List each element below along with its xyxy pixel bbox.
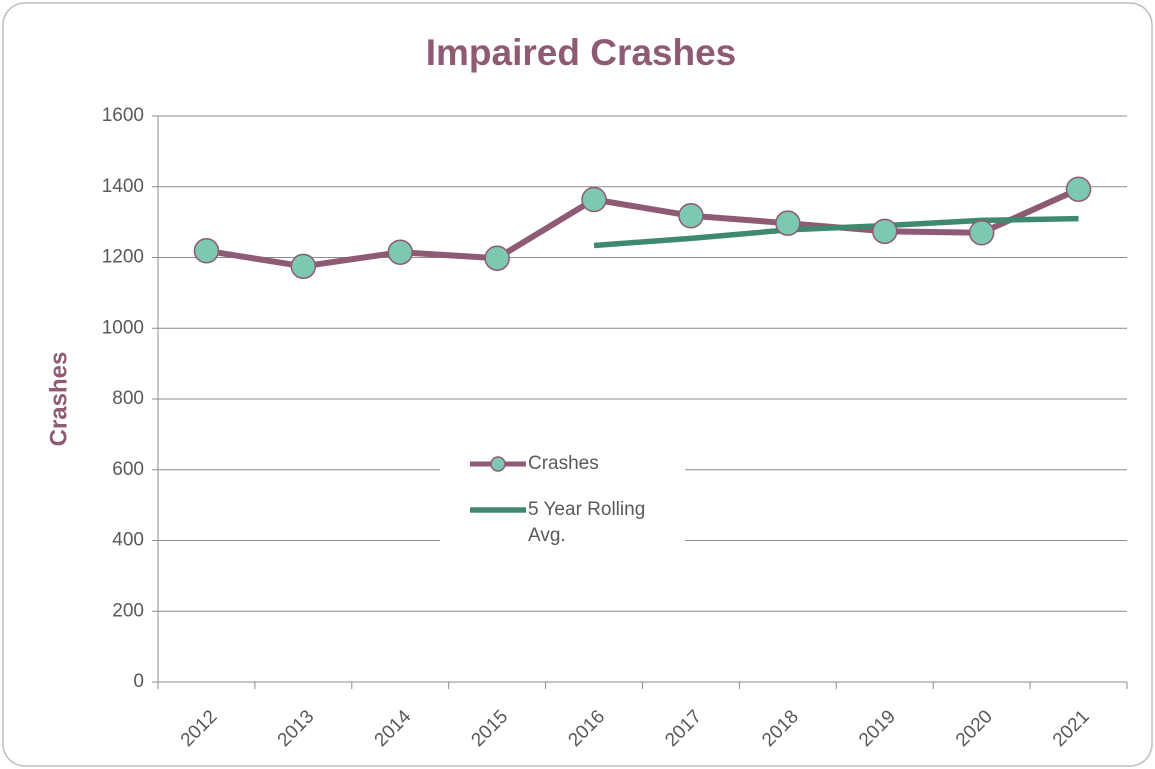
legend: Crashes 5 Year Rolling Avg.: [440, 445, 685, 567]
marker: [872, 218, 898, 245]
legend-label: Crashes: [528, 453, 599, 474]
legend-item: Crashes: [440, 451, 685, 477]
marker: [775, 210, 801, 236]
chart-title: Impaired Crashes: [426, 32, 737, 73]
y-tick-label: 400: [112, 530, 144, 551]
series-line: [205, 186, 1080, 270]
legend-label: 5 Year Rolling Avg.: [528, 499, 646, 546]
y-tick-label: 1000: [102, 317, 144, 338]
legend-swatch: [470, 456, 526, 472]
y-tick-label: 600: [112, 459, 144, 480]
marker: [581, 186, 607, 213]
y-tick-label: 1200: [102, 247, 144, 268]
marker: [1065, 176, 1092, 202]
marker: [678, 203, 704, 229]
y-tick-label: 200: [112, 600, 144, 621]
marker: [193, 238, 220, 264]
y-axis-label: Crashes: [45, 352, 72, 447]
series-line: [593, 215, 1079, 249]
legend-item: 5 Year Rolling Avg.: [440, 497, 685, 549]
y-tick-label: 0: [133, 671, 144, 692]
y-tick-label: 1600: [102, 105, 144, 126]
y-tick-label: 800: [112, 388, 144, 409]
legend-marker: [490, 456, 506, 472]
y-tick-label: 1400: [102, 176, 144, 197]
legend-swatch: [470, 507, 526, 513]
marker: [290, 253, 317, 280]
marker: [387, 239, 413, 265]
marker: [484, 245, 510, 271]
marker: [968, 219, 995, 246]
